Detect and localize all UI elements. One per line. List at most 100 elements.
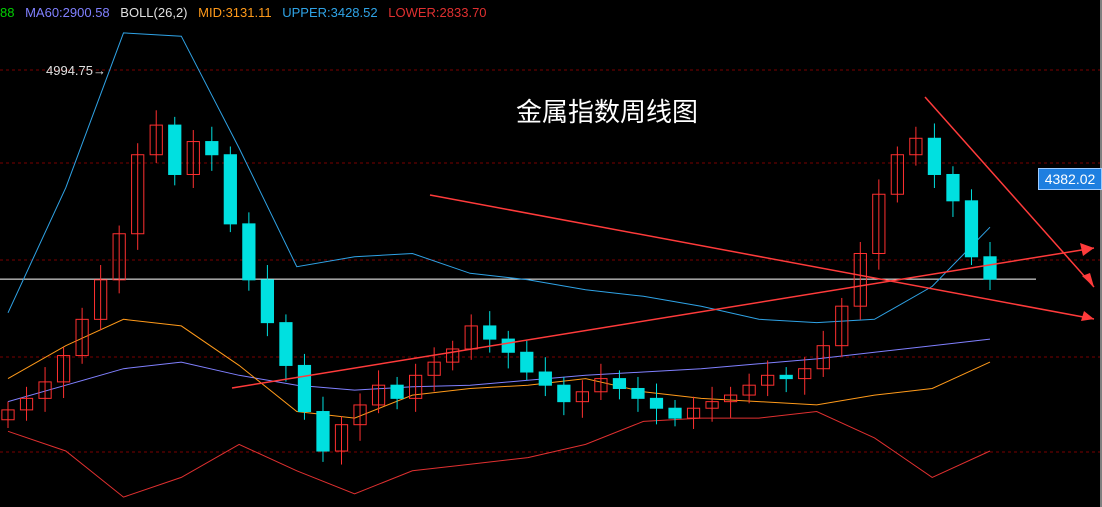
- candle: [19, 386, 34, 421]
- candle: [94, 265, 108, 331]
- high-marker-value: 4994.75: [46, 63, 93, 78]
- candle: [1, 401, 15, 428]
- legend-lower: LOWER:2833.70: [388, 5, 487, 20]
- indicator-lines: [7, 32, 991, 498]
- candle: [409, 363, 423, 412]
- high-marker: 4994.75→: [46, 63, 106, 78]
- candle-body: [798, 368, 812, 380]
- candle: [779, 367, 793, 393]
- candle: [557, 376, 571, 416]
- candle-body: [742, 384, 756, 396]
- candle-body: [575, 391, 589, 403]
- candle-body: [38, 381, 52, 399]
- candle-body: [686, 407, 701, 419]
- candle: [205, 126, 219, 171]
- candle: [446, 340, 460, 371]
- legend-ma-prev: 88: [0, 5, 15, 20]
- candle-body: [279, 322, 293, 366]
- legend-boll: BOLL(26,2): [120, 5, 188, 20]
- candle-body: [835, 305, 849, 347]
- candle: [149, 110, 163, 163]
- series-line-upper: [7, 32, 991, 324]
- candle-body: [19, 397, 34, 411]
- candle: [501, 330, 515, 369]
- candle-body: [964, 200, 979, 258]
- candle-body: [927, 137, 942, 175]
- candle-body: [649, 397, 664, 409]
- candle: [334, 416, 349, 465]
- last-price-tag: 4382.02: [1038, 168, 1102, 190]
- indicator-legend: 88 MA60:2900.58 BOLL(26,2) MID:3131.11 U…: [0, 5, 494, 23]
- candle: [816, 330, 830, 377]
- candle-body: [872, 193, 886, 255]
- candle: [705, 386, 719, 422]
- candle: [909, 126, 923, 166]
- candle-body: [75, 318, 89, 357]
- candle-body: [668, 407, 682, 419]
- candle-body: [520, 351, 534, 373]
- candle-body: [1, 409, 15, 421]
- candle: [761, 360, 775, 397]
- candle-body: [946, 173, 960, 202]
- series-line-lower: [7, 410, 991, 498]
- chart-title: 金属指数周线图: [516, 98, 699, 128]
- series-line-ma60: [7, 338, 991, 403]
- trendline-support: [231, 247, 1095, 389]
- candle-body: [131, 154, 145, 235]
- candle: [131, 143, 145, 250]
- candle: [612, 370, 627, 400]
- candle-body: [94, 279, 108, 320]
- arrow-right-icon: →: [93, 63, 106, 78]
- candle: [872, 179, 886, 270]
- candle-body: [612, 378, 627, 389]
- candle-body: [427, 361, 441, 376]
- candle-body: [297, 364, 312, 413]
- trendline-arrowhead-1: [1081, 311, 1094, 321]
- candle: [297, 353, 312, 420]
- candle: [316, 396, 330, 462]
- candle: [279, 314, 293, 382]
- candle-body: [779, 374, 793, 380]
- candle-body: [316, 411, 330, 452]
- candle-body: [538, 371, 552, 386]
- candle-body: [705, 401, 719, 409]
- candle-body: [56, 355, 71, 383]
- candle: [798, 357, 812, 395]
- candle: [594, 363, 608, 401]
- candle: [686, 396, 701, 429]
- candle: [56, 347, 71, 399]
- candle-body: [390, 384, 404, 399]
- candle: [168, 116, 182, 186]
- trendlines: [231, 96, 1095, 389]
- candle-body: [557, 384, 571, 403]
- candle-body: [853, 253, 867, 307]
- legend-mid: MID:3131.11: [198, 5, 272, 20]
- candle: [242, 212, 256, 291]
- candle: [964, 189, 979, 266]
- candle: [742, 373, 756, 404]
- candle: [983, 241, 997, 291]
- candle: [38, 367, 52, 412]
- trendline-resistance: [429, 194, 1095, 320]
- trendline-decline: [924, 96, 1095, 288]
- candle-body: [723, 394, 738, 403]
- candle: [946, 166, 960, 217]
- candle-body: [594, 378, 608, 393]
- candle-body: [242, 223, 256, 281]
- candle: [520, 340, 534, 381]
- candle: [668, 400, 682, 427]
- candle: [538, 357, 552, 397]
- candle: [927, 123, 942, 188]
- candle: [853, 241, 867, 320]
- candle: [371, 370, 386, 414]
- candle: [835, 297, 849, 357]
- candle: [890, 146, 904, 203]
- candle: [112, 225, 126, 294]
- candle: [75, 307, 89, 364]
- candle-body: [334, 424, 349, 452]
- candle: [223, 146, 237, 233]
- candle-body: [186, 141, 200, 175]
- candles: [1, 110, 997, 465]
- candle: [260, 265, 275, 337]
